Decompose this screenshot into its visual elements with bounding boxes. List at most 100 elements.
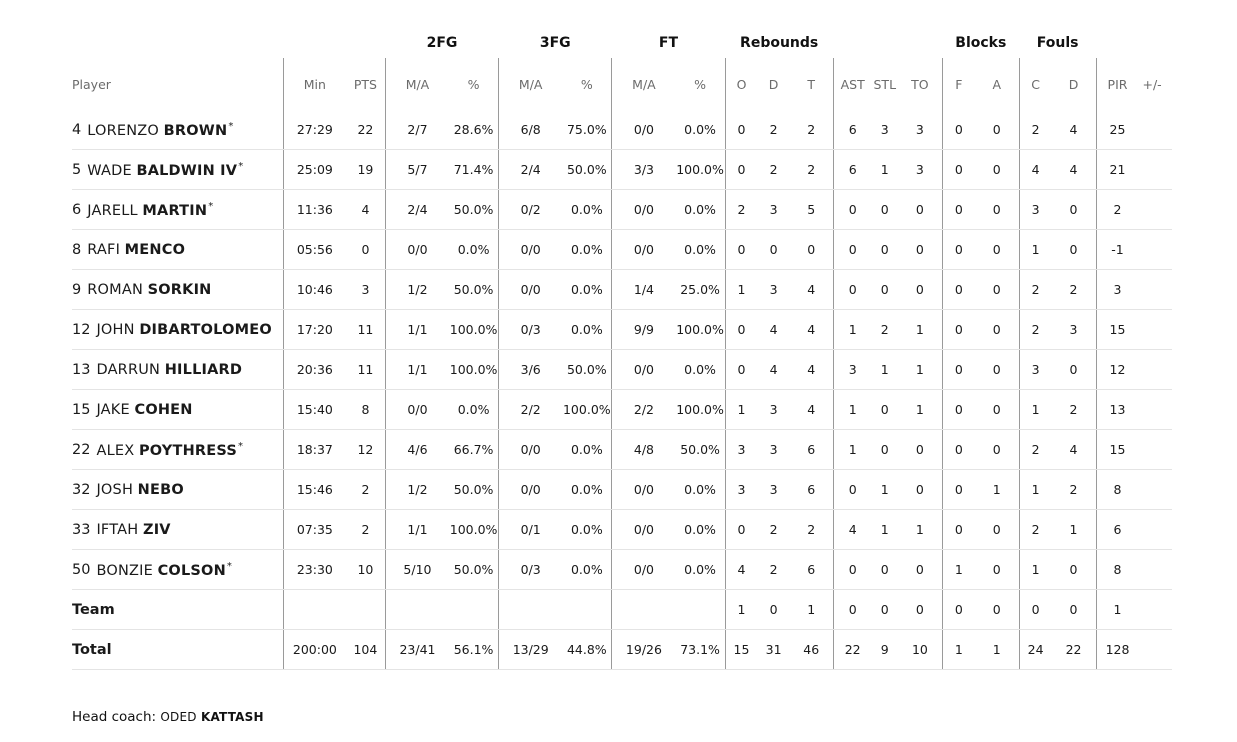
header-foul-c[interactable]: C <box>1018 58 1052 110</box>
header-player[interactable]: Player <box>72 76 111 92</box>
stat-fg3-pct: 0.0% <box>562 269 612 310</box>
player-last-name[interactable]: COHEN <box>134 401 193 418</box>
header-2fg-ma[interactable]: M/A <box>384 58 450 110</box>
header-ft-ma[interactable]: M/A <box>611 58 676 110</box>
player-last-name[interactable]: BROWN <box>163 122 228 139</box>
stat-stl: 1 <box>871 509 898 550</box>
header-pts[interactable]: PTS <box>353 76 377 92</box>
stat-fg3-pct: 50.0% <box>562 349 612 390</box>
player-last-name[interactable]: DIBARTOLOMEO <box>139 321 272 338</box>
header-plus-minus[interactable]: +/- <box>1142 76 1162 92</box>
stat-fg2-ma: 0/0 <box>384 389 450 430</box>
header-blk-a[interactable]: A <box>992 76 1001 92</box>
player-last-name[interactable]: ZIV <box>142 521 171 538</box>
stat-blk-a: 0 <box>974 269 1020 310</box>
stat-reb-o: 0 <box>724 509 758 550</box>
table-row[interactable]: 50 BONZIE COLSON* 23:30 10 5/10 50.0% 0/3 0.0% 0… <box>72 549 1172 590</box>
player-last-name[interactable]: SORKIN <box>147 281 212 298</box>
stat-ft-ma: 2/2 <box>611 389 676 430</box>
player-name-cell[interactable]: 50 BONZIE COLSON* <box>72 549 284 590</box>
stat-reb-t: 6 <box>789 429 834 470</box>
stat-ast: 0 <box>832 189 872 230</box>
player-name-cell[interactable]: 6 JARELL MARTIN* <box>72 189 284 230</box>
player-name-cell[interactable]: 13 DARRUN HILLIARD <box>72 349 284 390</box>
header-3fg-pct[interactable]: % <box>580 76 593 92</box>
table-row[interactable]: 22 ALEX POYTHRESS* 18:37 12 4/6 66.7% 0/0 0.0% 4… <box>72 429 1172 470</box>
stat-foul-d: 4 <box>1051 110 1097 150</box>
player-name-cell[interactable]: 8 RAFI MENCO <box>72 229 284 270</box>
stat-ft-ma: 0/0 <box>611 509 676 550</box>
player-name-cell[interactable]: 9 ROMAN SORKIN <box>72 269 284 310</box>
stat-foul-c: 1 <box>1018 229 1052 270</box>
player-first-name: LORENZO <box>87 122 160 139</box>
team-stat-foul-c: 0 <box>1018 589 1052 630</box>
stat-ast: 0 <box>832 229 872 270</box>
header-to[interactable]: TO <box>911 76 929 92</box>
stat-ast: 0 <box>832 269 872 310</box>
player-last-name[interactable]: POYTHRESS <box>138 442 238 459</box>
stat-blk-a: 0 <box>974 149 1020 190</box>
player-name-cell[interactable]: 22 ALEX POYTHRESS* <box>72 429 284 470</box>
player-last-name[interactable]: NEBO <box>137 481 184 498</box>
player-name-cell[interactable]: 33 IFTAH ZIV <box>72 509 284 550</box>
table-row[interactable]: 4 LORENZO BROWN* 27:29 22 2/7 28.6% 6/8 75.0% 0/… <box>72 110 1172 150</box>
team-stat-min <box>282 589 346 630</box>
table-row[interactable]: 6 JARELL MARTIN* 11:36 4 2/4 50.0% 0/2 0.0% 0/0 0… <box>72 189 1172 230</box>
player-name-cell[interactable]: 15 JAKE COHEN <box>72 389 284 430</box>
stat-ft-pct: 0.0% <box>675 229 726 270</box>
team-stat-ft-ma <box>611 589 676 630</box>
team-stat-to: 0 <box>897 589 943 630</box>
header-reb-t[interactable]: T <box>807 76 816 92</box>
stat-pts: 12 <box>345 429 386 470</box>
table-row[interactable]: 32 JOSH NEBO 15:46 2 1/2 50.0% 0/0 0.0% 0/0 0.0% 3… <box>72 469 1172 510</box>
table-row[interactable]: 5 WADE BALDWIN IV* 25:09 19 5/7 71.4% 2/4 50.0%… <box>72 149 1172 190</box>
header-reb-o[interactable]: O <box>724 58 758 110</box>
table-row[interactable]: 12 JOHN DIBARTOLOMEO 17:20 11 1/1 100.0% 0/3 0.… <box>72 309 1172 350</box>
header-3fg-ma[interactable]: M/A <box>498 58 563 110</box>
stat-min: 11:36 <box>282 189 346 230</box>
header-foul-d[interactable]: D <box>1068 76 1079 92</box>
stat-pts: 10 <box>345 549 386 590</box>
stat-foul-c: 2 <box>1018 269 1052 310</box>
header-ast[interactable]: AST <box>832 58 872 110</box>
header-blk-f[interactable]: F <box>941 58 975 110</box>
stat-min: 05:56 <box>282 229 346 270</box>
player-number: 13 <box>72 361 91 378</box>
table-row[interactable]: 33 IFTAH ZIV 07:35 2 1/1 100.0% 0/1 0.0% 0/0 0.0%… <box>72 509 1172 550</box>
table-row[interactable]: 13 DARRUN HILLIARD 20:36 11 1/1 100.0% 3/6 50.0… <box>72 349 1172 390</box>
team-stat-pts <box>345 589 386 630</box>
team-stat-fg3-pct <box>562 589 612 630</box>
table-row[interactable]: 15 JAKE COHEN 15:40 8 0/0 0.0% 2/2 100.0% 2/2 100… <box>72 389 1172 430</box>
total-stat-fg2-pct: 56.1% <box>449 629 499 670</box>
header-reb-d[interactable]: D <box>768 76 779 92</box>
stat-blk-f: 0 <box>941 229 975 270</box>
stat-fg3-pct: 0.0% <box>562 189 612 230</box>
player-first-name: JARELL <box>87 202 138 219</box>
player-number: 15 <box>72 401 91 418</box>
header-2fg-pct[interactable]: % <box>467 76 480 92</box>
stat-stl: 1 <box>871 149 898 190</box>
team-stat-reb-t: 1 <box>789 589 834 630</box>
player-last-name[interactable]: COLSON <box>157 562 226 579</box>
header-stl[interactable]: STL <box>873 76 897 92</box>
player-name-cell[interactable]: 32 JOSH NEBO <box>72 469 284 510</box>
table-row[interactable]: 8 RAFI MENCO 05:56 0 0/0 0.0% 0/0 0.0% 0/0 0.0% 0 0… <box>72 229 1172 270</box>
stat-blk-a: 0 <box>974 389 1020 430</box>
stat-ft-ma: 9/9 <box>611 309 676 350</box>
header-ft-pct[interactable]: % <box>694 76 706 92</box>
player-last-name[interactable]: MARTIN <box>142 202 208 219</box>
player-last-name[interactable]: MENCO <box>124 241 186 258</box>
player-last-name[interactable]: HILLIARD <box>164 361 243 378</box>
header-min[interactable]: Min <box>282 58 346 110</box>
stat-reb-o: 0 <box>724 349 758 390</box>
player-name-cell[interactable]: 12 JOHN DIBARTOLOMEO <box>72 309 284 350</box>
header-pir[interactable]: PIR <box>1095 58 1139 110</box>
player-name-cell[interactable]: 5 WADE BALDWIN IV* <box>72 149 284 190</box>
stat-ft-pct: 0.0% <box>675 469 726 510</box>
player-last-name[interactable]: BALDWIN IV <box>136 162 238 179</box>
head-coach-last-name: KATTASH <box>200 710 264 724</box>
stat-ft-pct: 100.0% <box>675 389 726 430</box>
table-row[interactable]: 9 ROMAN SORKIN 10:46 3 1/2 50.0% 0/0 0.0% 1/4 25.… <box>72 269 1172 310</box>
player-name-cell[interactable]: 4 LORENZO BROWN* <box>72 110 284 150</box>
stat-stl: 1 <box>871 349 898 390</box>
